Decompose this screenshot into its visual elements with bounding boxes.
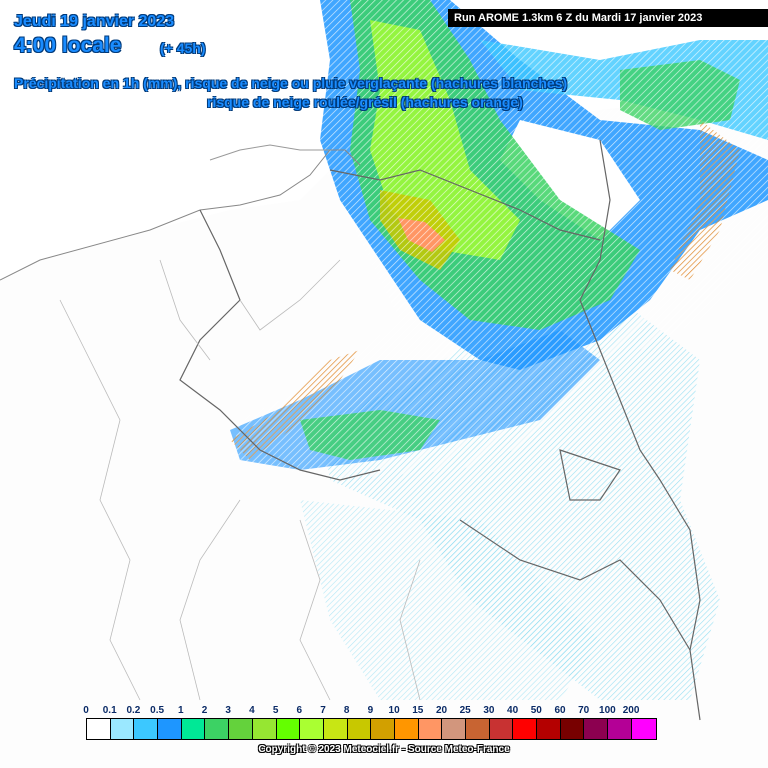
scale-tick-4: 1 — [178, 705, 184, 716]
scale-swatch-21 — [584, 719, 609, 739]
border-france-germany — [459, 519, 691, 651]
legend-description-line2: risque de neige roulée/grésil (hachures … — [207, 94, 523, 110]
scale-tick-13: 10 — [388, 705, 400, 716]
forecast-lead-time: (+ 45h) — [160, 40, 206, 56]
scale-tick-6: 3 — [225, 705, 231, 716]
snow-risk-area — [230, 0, 768, 480]
scale-tick-7: 4 — [249, 705, 255, 716]
graupel-risk-edge-east — [670, 120, 740, 280]
precipitation-color-scale — [86, 718, 657, 740]
scale-swatch-6 — [229, 719, 253, 739]
scale-swatch-17 — [489, 719, 514, 739]
border-belgium-netherlands — [329, 169, 601, 241]
scale-tick-14: 15 — [412, 705, 424, 716]
scale-tick-3: 0.5 — [150, 705, 165, 716]
scale-swatch-15 — [442, 719, 466, 739]
model-run-banner: Run AROME 1.3km 6 Z du Mardi 17 janvier … — [448, 9, 768, 27]
copyright-notice: Copyright © 2023 Meteociel.fr - Source M… — [258, 744, 510, 755]
scale-tick-9: 6 — [296, 705, 303, 716]
scale-swatch-23 — [631, 719, 656, 739]
scale-swatch-4 — [181, 719, 206, 739]
scale-tick-labels: 0 0.1 0.2 0.5 1 2 3 4 5 6 7 8 9 10 15 20 25 30 40 50 60 70 100… — [78, 705, 698, 717]
forecast-date: Jeudi 19 janvier 2023 — [14, 13, 175, 30]
border-france-belgium — [179, 209, 381, 481]
scale-swatch-14 — [418, 719, 443, 739]
regional-borders — [59, 259, 421, 701]
scale-swatch-13 — [394, 719, 419, 739]
scale-tick-11: 8 — [343, 705, 350, 716]
border-germany — [579, 139, 701, 721]
scale-swatch-0 — [87, 719, 111, 739]
scale-tick-10: 7 — [320, 705, 326, 716]
scale-tick-0: 0 — [83, 705, 89, 716]
netherlands-coast — [209, 144, 330, 161]
scale-tick-12: 9 — [367, 705, 374, 716]
scale-tick-17: 30 — [483, 705, 495, 716]
scale-tick-19: 50 — [530, 705, 542, 716]
scale-tick-22: 100 — [599, 705, 616, 716]
scale-swatch-12 — [371, 719, 395, 739]
border-luxembourg — [559, 449, 621, 501]
scale-swatch-19 — [537, 719, 561, 739]
scale-tick-16: 25 — [459, 705, 471, 716]
scale-swatch-8 — [276, 719, 301, 739]
scale-swatch-5 — [205, 719, 230, 739]
graupel-risk-edge-south — [230, 350, 360, 460]
forecast-time: 4:00 locale — [14, 34, 122, 57]
scale-swatch-20 — [560, 719, 585, 739]
scale-swatch-3 — [158, 719, 182, 739]
scale-swatch-9 — [300, 719, 324, 739]
scale-swatch-2 — [134, 719, 159, 739]
scale-swatch-1 — [110, 719, 135, 739]
scale-tick-2: 0.2 — [126, 705, 141, 716]
light-precip-zone-south — [300, 500, 600, 700]
scale-tick-15: 20 — [435, 705, 448, 716]
coastline — [0, 149, 361, 281]
scale-tick-20: 60 — [554, 705, 566, 716]
scale-tick-18: 40 — [507, 705, 519, 716]
scale-tick-8: 5 — [272, 705, 279, 716]
scale-swatch-7 — [252, 719, 277, 739]
scale-tick-21: 70 — [578, 705, 590, 716]
scale-swatch-10 — [323, 719, 348, 739]
scale-swatch-11 — [347, 719, 372, 739]
legend-description-line1: Précipitation en 1h (mm), risque de neig… — [14, 75, 568, 91]
scale-tick-1: 0.1 — [102, 705, 117, 716]
scale-tick-5: 2 — [201, 705, 208, 716]
scale-tick-23: 200 — [622, 705, 640, 716]
scale-swatch-22 — [608, 719, 632, 739]
scale-swatch-16 — [466, 719, 490, 739]
scale-swatch-18 — [513, 719, 538, 739]
